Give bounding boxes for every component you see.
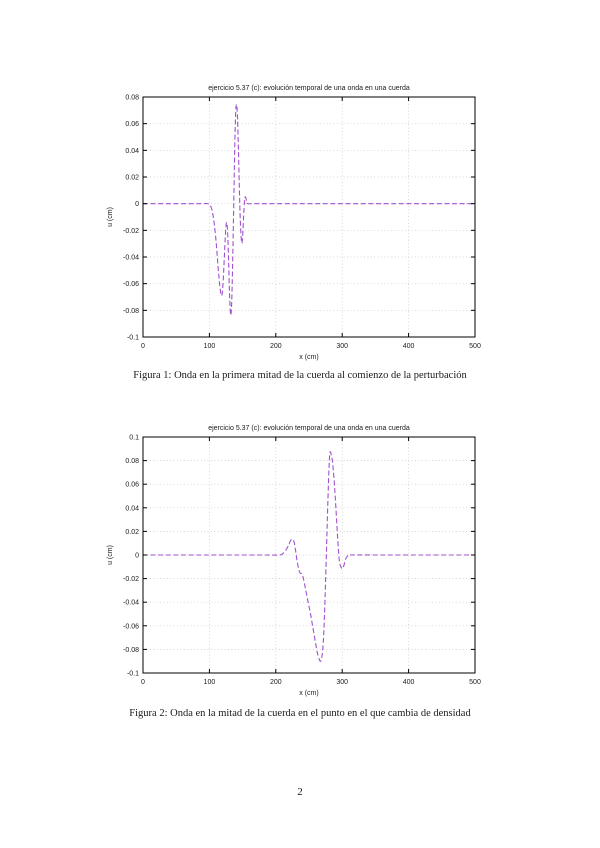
svg-text:300: 300: [336, 343, 348, 350]
grid: [143, 97, 475, 337]
chart-title: ejercicio 5.37 (c): evolución temporal d…: [208, 425, 410, 432]
y-axis-label: u (cm): [107, 207, 114, 227]
svg-text:-0.08: -0.08: [123, 647, 139, 654]
plot-frame: [142, 96, 476, 338]
x-tick-labels: 0 100 200 300 400 500: [141, 343, 481, 350]
svg-text:400: 400: [403, 343, 415, 350]
y-tick-labels: 0.1 0.08 0.06 0.04 0.02 0 -0.02 -0.04 -0.06 -0.08…: [123, 435, 139, 678]
svg-text:-0.04: -0.04: [123, 255, 139, 262]
svg-text:0.08: 0.08: [125, 95, 139, 102]
svg-text:0.02: 0.02: [125, 529, 139, 536]
x-tick-labels: 0 100 200 300 400 500: [141, 679, 481, 686]
svg-text:-0.1: -0.1: [127, 671, 139, 678]
page-number: 2: [297, 786, 303, 798]
chart-title: ejercicio 5.37 (c): evolución temporal d…: [208, 85, 410, 92]
wave-curve: [143, 103, 475, 316]
svg-text:0: 0: [141, 343, 145, 350]
figure-1: 0 100 200 300 400 500 0.08 0.06 0.04 0.02 0 -0.02 -0…: [95, 78, 495, 364]
svg-text:200: 200: [270, 343, 282, 350]
svg-text:-0.02: -0.02: [123, 228, 139, 235]
svg-text:0.04: 0.04: [125, 148, 139, 155]
svg-text:0.04: 0.04: [125, 505, 139, 512]
svg-text:0.02: 0.02: [125, 175, 139, 182]
svg-text:-0.02: -0.02: [123, 576, 139, 583]
svg-text:500: 500: [469, 679, 481, 686]
svg-text:0.08: 0.08: [125, 458, 139, 465]
svg-text:0.06: 0.06: [125, 121, 139, 128]
svg-text:-0.06: -0.06: [123, 281, 139, 288]
wave-curve: [142, 451, 475, 662]
figure-2: 0 100 200 300 400 500 0.1 0.08 0.06 0.04 0.02 0 -0.0…: [95, 418, 495, 704]
x-axis-label: x (cm): [299, 354, 318, 361]
svg-text:-0.1: -0.1: [127, 335, 139, 342]
figure-1-chart: 0 100 200 300 400 500 0.08 0.06 0.04 0.02 0 -0.02 -0…: [107, 85, 481, 361]
svg-text:0.06: 0.06: [125, 482, 139, 489]
y-axis-label: u (cm): [107, 545, 114, 565]
svg-text:500: 500: [469, 343, 481, 350]
svg-text:200: 200: [270, 679, 282, 686]
svg-text:0.1: 0.1: [129, 435, 139, 442]
svg-text:300: 300: [336, 679, 348, 686]
figure-1-caption: Figura 1: Onda en la primera mitad de la…: [133, 370, 467, 381]
tick-marks: [142, 96, 476, 338]
tick-marks: [142, 436, 476, 674]
y-tick-labels: 0.08 0.06 0.04 0.02 0 -0.02 -0.04 -0.06 -0.08 -0.…: [123, 95, 139, 342]
x-axis-label: x (cm): [299, 690, 318, 697]
svg-text:-0.04: -0.04: [123, 600, 139, 607]
svg-text:0: 0: [135, 553, 139, 560]
figure-2-caption: Figura 2: Onda en la mitad de la cuerda …: [129, 708, 471, 719]
svg-text:0: 0: [141, 679, 145, 686]
svg-text:0: 0: [135, 201, 139, 208]
svg-text:400: 400: [403, 679, 415, 686]
svg-text:100: 100: [204, 679, 216, 686]
svg-text:-0.06: -0.06: [123, 623, 139, 630]
figure-2-chart: 0 100 200 300 400 500 0.1 0.08 0.06 0.04 0.02 0 -0.0…: [107, 425, 481, 697]
svg-text:-0.08: -0.08: [123, 308, 139, 315]
svg-text:100: 100: [204, 343, 216, 350]
